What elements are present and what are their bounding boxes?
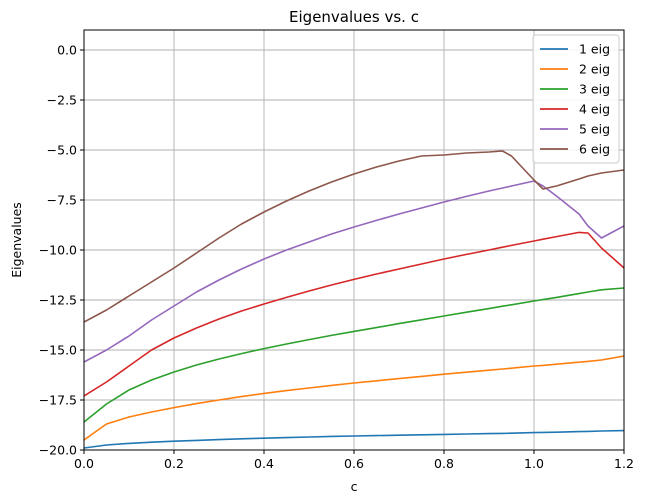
series-lines [84, 150, 624, 449]
y-tick-label: −12.5 [39, 293, 77, 308]
legend-label: 3 eig [579, 82, 610, 97]
x-tick-label: 0.2 [164, 456, 184, 471]
y-axis-label: Eigenvalues [9, 202, 24, 278]
legend-box [532, 34, 620, 164]
series-line-4 [84, 231, 624, 397]
y-tick-label: 0.0 [57, 43, 77, 58]
y-tick-label: −7.5 [47, 193, 77, 208]
y-tick-label: −17.5 [39, 393, 77, 408]
series-line-1 [84, 429, 624, 449]
ticks: 0.0 0.2 0.4 0.6 0.8 1.0 1.2 0.0 −2.5 −5.0 −7.5 −10.… [39, 43, 634, 472]
x-tick-label: 0.6 [344, 456, 364, 471]
series-line-5 [84, 180, 624, 363]
y-tick-label: −20.0 [39, 443, 77, 458]
legend-label: 6 eig [579, 142, 610, 157]
x-tick-label: 1.0 [524, 456, 544, 471]
x-tick-label: 0.0 [74, 456, 94, 471]
legend-label: 4 eig [579, 102, 610, 117]
legend-label: 2 eig [579, 62, 610, 77]
x-tick-label: 0.8 [434, 456, 454, 471]
legend-label: 1 eig [579, 42, 610, 57]
series-line-2 [84, 355, 624, 441]
x-tick-label: 0.4 [254, 456, 274, 471]
legend: 1 eig 2 eig 3 eig 4 eig 5 eig 6 eig [532, 34, 620, 164]
x-tick-label: 1.2 [614, 456, 634, 471]
chart-title: Eigenvalues vs. c [289, 8, 419, 26]
legend-label: 5 eig [579, 122, 610, 137]
y-tick-label: −15.0 [39, 343, 77, 358]
x-axis-label: c [351, 479, 358, 494]
series-line-3 [84, 287, 624, 423]
y-tick-label: −2.5 [47, 93, 77, 108]
series-line-6 [84, 150, 624, 323]
y-tick-label: −5.0 [47, 143, 77, 158]
y-tick-label: −10.0 [39, 243, 77, 258]
